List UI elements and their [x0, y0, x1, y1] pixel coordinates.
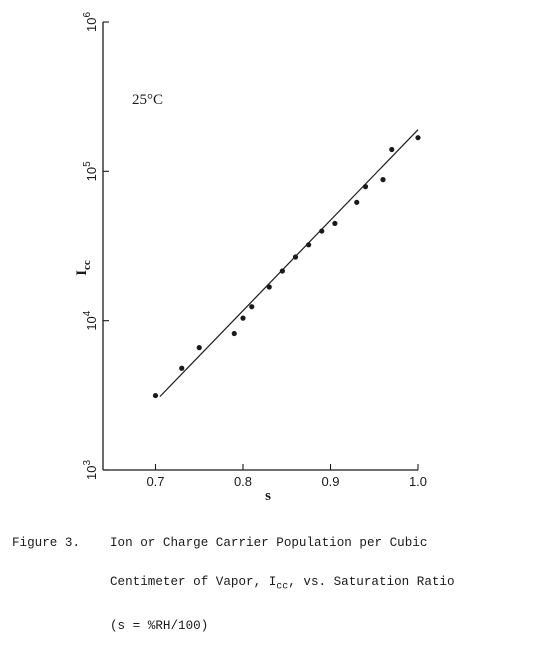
y-tick-base: 10	[84, 18, 99, 32]
x-tick-label: 0.9	[321, 474, 339, 489]
y-tick-label: 103	[82, 460, 99, 480]
fit-line-group	[159, 129, 419, 398]
data-point	[152, 392, 159, 399]
data-point	[231, 330, 237, 337]
caption-line-3: (s = %RH/100)	[12, 618, 537, 633]
data-point	[306, 242, 312, 248]
data-point	[354, 199, 360, 205]
x-tick-label: 1.0	[409, 474, 427, 489]
data-point	[319, 228, 325, 234]
data-point	[389, 146, 395, 153]
caption-text-2a: Centimeter of Vapor, I	[110, 575, 277, 589]
x-axis-label: s	[265, 488, 271, 504]
y-axis-label-sub: cc	[81, 260, 93, 270]
y-tick-base: 10	[84, 167, 99, 181]
fit-line	[159, 129, 419, 398]
x-tick-label: 0.7	[146, 474, 164, 489]
data-point	[362, 184, 369, 190]
caption-text-2b: , vs. Saturation Ratio	[288, 575, 455, 589]
data-point	[179, 365, 185, 371]
data-point	[292, 254, 299, 260]
y-tick-label: 106	[82, 12, 99, 32]
figure-caption: Figure 3. Ion or Charge Carrier Populatio…	[12, 511, 537, 646]
y-axis-label-main: I	[74, 270, 90, 276]
x-ticks: 0.7 0.8 0.9 1.0	[146, 464, 427, 489]
data-point	[279, 268, 285, 274]
y-tick-label: 104	[82, 310, 99, 330]
y-tick-base: 10	[84, 466, 99, 480]
data-point	[415, 135, 421, 141]
x-tick-label: 0.8	[234, 474, 252, 489]
caption-label: Figure 3.	[12, 536, 81, 550]
caption-text-2-sub: cc	[276, 581, 289, 593]
data-point	[380, 177, 386, 183]
y-axis-label: Icc	[74, 260, 93, 276]
caption-line-1: Figure 3. Ion or Charge Carrier Populatio…	[12, 537, 537, 550]
y-tick-label: 105	[82, 161, 99, 181]
y-tick-exponent: 6	[82, 12, 93, 18]
data-points	[152, 135, 421, 399]
temperature-annotation: 25°C	[132, 92, 163, 108]
y-tick-exponent: 5	[82, 161, 93, 167]
axes	[102, 22, 418, 471]
data-point	[266, 284, 272, 290]
y-tick-exponent: 3	[82, 460, 93, 466]
caption-text-3: (s = %RH/100)	[110, 618, 209, 633]
caption-line-2: Centimeter of Vapor, Icc, vs. Saturation…	[12, 576, 537, 594]
y-tick-exponent: 4	[82, 310, 93, 316]
data-point	[332, 220, 338, 227]
caption-text-1: Ion or Charge Carrier Population per Cub…	[110, 536, 428, 550]
y-tick-base: 10	[84, 316, 99, 330]
data-point	[249, 304, 255, 310]
data-point	[196, 345, 202, 351]
data-point	[240, 315, 246, 321]
